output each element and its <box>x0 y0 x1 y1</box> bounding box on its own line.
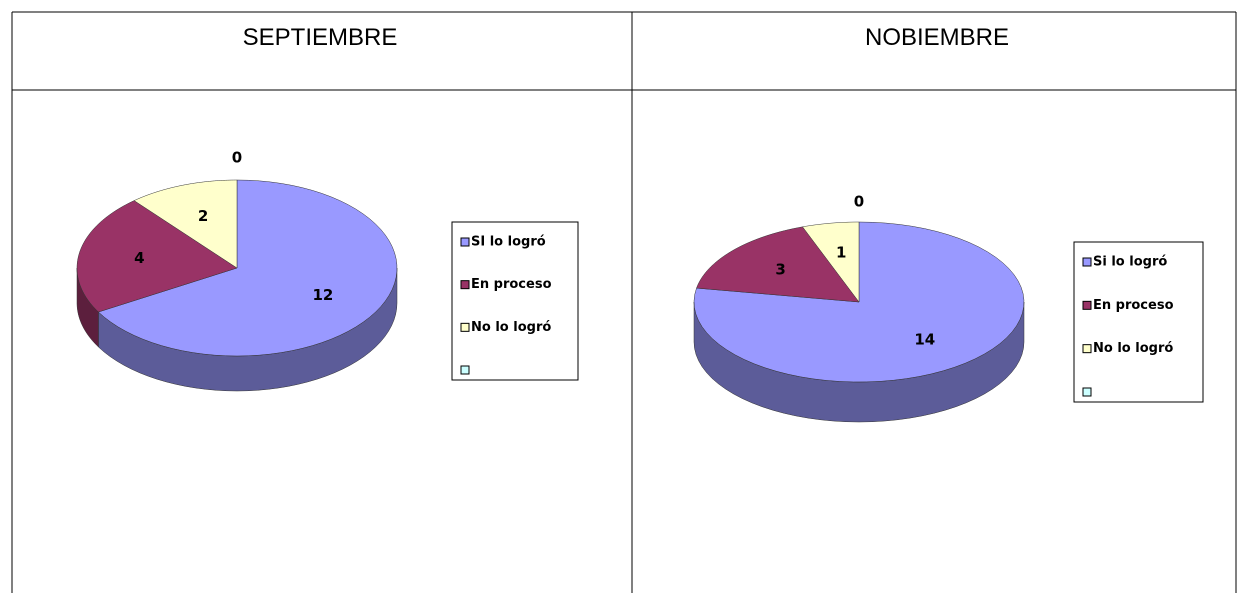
header-cell: SEPTIEMBRE <box>243 24 398 51</box>
pie-slice <box>76 200 238 313</box>
legend-swatch <box>460 280 470 290</box>
pie-slice <box>693 221 1025 383</box>
legend-label: En proceso <box>1093 298 1174 313</box>
legend-box <box>451 221 579 381</box>
data-label: 2 <box>198 207 208 225</box>
data-label: 0 <box>854 193 864 211</box>
pie-slice <box>696 226 860 303</box>
legend-swatch <box>1082 387 1092 397</box>
legend-label: No lo logró <box>471 320 551 335</box>
legend-swatch <box>1082 344 1092 354</box>
legend-swatch <box>460 322 470 332</box>
legend-swatch <box>1082 300 1092 310</box>
table-borders <box>11 11 1237 593</box>
data-label: 14 <box>914 330 935 348</box>
data-label: 12 <box>312 286 333 304</box>
pie-slice <box>133 179 238 269</box>
data-label: 0 <box>232 149 242 167</box>
legend-swatch <box>460 365 470 375</box>
legend-swatch <box>460 237 470 247</box>
data-label: 1 <box>836 244 846 262</box>
pie-slice <box>802 221 860 303</box>
legend-label: SI lo logró <box>471 235 546 250</box>
legend-label: Si lo logró <box>1093 255 1167 270</box>
data-label: 4 <box>134 249 144 267</box>
data-label: 3 <box>775 261 785 279</box>
legend-label: En proceso <box>471 277 552 292</box>
legend-swatch <box>1082 257 1092 267</box>
header-cell: NOBIEMBRE <box>865 24 1009 51</box>
legend-box <box>1073 241 1204 403</box>
pie-slice <box>97 179 398 357</box>
legend-label: No lo logró <box>1093 341 1173 356</box>
